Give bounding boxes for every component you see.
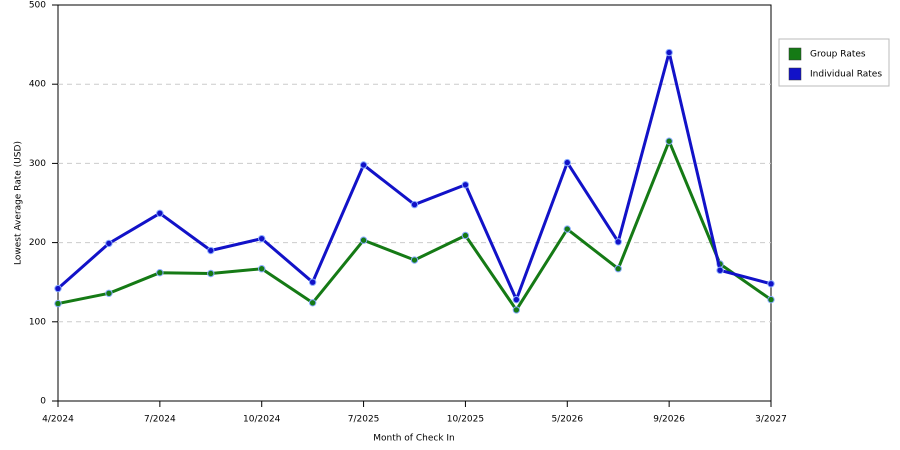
legend-label: Group Rates (810, 50, 866, 60)
legend-swatch (788, 67, 802, 81)
point (767, 295, 775, 304)
point (563, 225, 571, 233)
point (207, 246, 215, 255)
y-tick-label: 0 (40, 397, 46, 407)
point (665, 137, 673, 145)
point (308, 299, 317, 307)
point (767, 280, 775, 288)
point (156, 268, 164, 277)
point (410, 200, 419, 209)
y-tick-label: 400 (29, 80, 46, 90)
y-tick-label: 500 (29, 1, 46, 11)
point (308, 278, 317, 286)
point (258, 234, 266, 243)
x-tick-label: 10/2025 (447, 415, 484, 425)
y-axis-title: Lowest Average Rate (USD) (14, 141, 24, 265)
x-tick-label: 7/2025 (348, 415, 380, 425)
point (105, 289, 113, 297)
point (258, 265, 266, 273)
point (563, 158, 571, 167)
point (461, 181, 470, 189)
point (512, 295, 521, 304)
point (359, 236, 368, 244)
point (614, 265, 622, 273)
point (54, 284, 62, 293)
point (614, 238, 622, 246)
point (461, 231, 470, 240)
x-tick-label: 3/2027 (755, 415, 787, 425)
legend-swatch (788, 47, 802, 61)
y-tick-label: 100 (29, 317, 46, 327)
x-axis-title: Month of Check In (373, 434, 455, 444)
y-tick-label: 300 (29, 159, 46, 169)
y-tick-label: 200 (29, 238, 46, 248)
point (512, 306, 521, 314)
x-tick-label: 4/2024 (42, 415, 74, 425)
point (665, 48, 673, 57)
point (156, 209, 164, 217)
point (54, 299, 62, 308)
x-tick-label: 7/2024 (144, 415, 176, 425)
point (207, 269, 215, 278)
x-tick-label: 5/2026 (551, 415, 583, 425)
legend-label: Individual Rates (810, 70, 882, 80)
x-tick-label: 10/2024 (243, 415, 281, 425)
point (359, 161, 368, 169)
point (105, 239, 113, 248)
point (716, 266, 724, 275)
point (410, 256, 419, 264)
x-tick-label: 9/2026 (653, 415, 685, 425)
